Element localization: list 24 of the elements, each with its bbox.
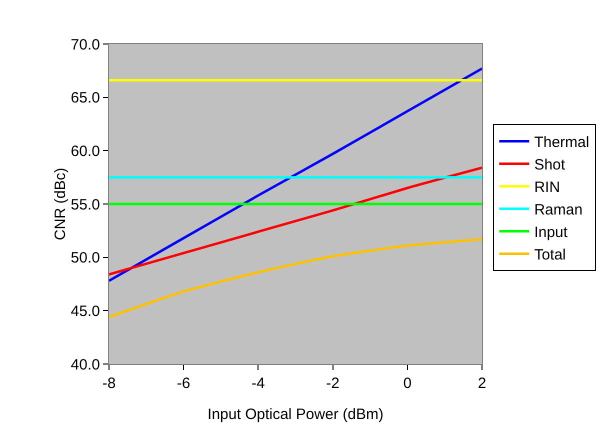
- x-tick-label: 0: [403, 375, 412, 392]
- x-tick-label: -2: [326, 375, 340, 392]
- legend-label: Input: [534, 224, 568, 242]
- legend-label: RIN: [534, 179, 560, 196]
- legend-label: Total: [534, 246, 566, 264]
- line-series: [109, 166, 482, 276]
- y-tick-label: 55.0: [70, 196, 100, 214]
- y-tick-label: 40.0: [70, 356, 100, 374]
- x-tick-label: -6: [176, 375, 190, 392]
- y-axis-title: CNR (dBc): [52, 168, 69, 240]
- y-tick-label: 60.0: [70, 142, 100, 160]
- line-series: [109, 238, 482, 318]
- x-axis-title: Input Optical Power (dBm): [208, 406, 384, 423]
- y-tick-label: 70.0: [70, 36, 100, 54]
- y-tick-label: 50.0: [70, 250, 100, 267]
- x-tick-label: -8: [102, 375, 116, 392]
- legend-label: Raman: [534, 202, 583, 219]
- line-series: [109, 67, 482, 282]
- y-tick-label: 45.0: [70, 302, 100, 320]
- y-tick-label: 65.0: [70, 90, 100, 107]
- x-tick-label: 2: [478, 375, 486, 392]
- legend-label: Thermal: [534, 134, 590, 152]
- x-tick-label: -4: [252, 375, 265, 392]
- legend-label: Shot: [534, 156, 566, 174]
